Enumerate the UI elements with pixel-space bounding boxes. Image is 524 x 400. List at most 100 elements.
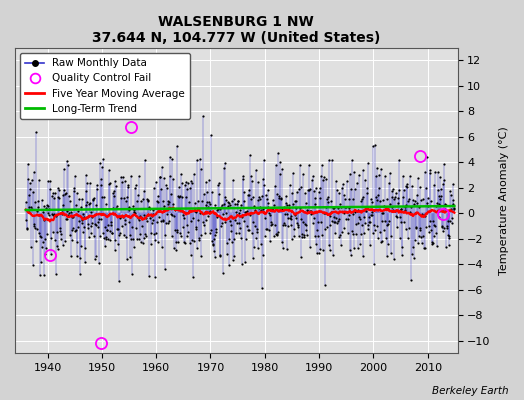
- Point: [241, 259, 249, 265]
- Point: [412, 224, 421, 230]
- Point: [213, 207, 222, 213]
- Point: [368, 212, 376, 218]
- Point: [68, 227, 76, 234]
- Point: [121, 178, 129, 184]
- Point: [94, 223, 103, 230]
- Point: [34, 198, 42, 204]
- Point: [385, 218, 394, 224]
- Point: [55, 187, 63, 193]
- Point: [292, 215, 301, 222]
- Point: [361, 176, 369, 183]
- Point: [235, 230, 244, 236]
- Point: [283, 223, 292, 230]
- Point: [336, 242, 345, 248]
- Point: [56, 228, 64, 234]
- Point: [86, 200, 94, 207]
- Point: [257, 241, 265, 248]
- Point: [353, 208, 362, 214]
- Point: [127, 236, 135, 242]
- Point: [54, 185, 62, 191]
- Point: [124, 181, 133, 188]
- Point: [345, 205, 353, 212]
- Point: [423, 203, 432, 209]
- Point: [333, 220, 341, 226]
- Point: [254, 179, 262, 185]
- Point: [179, 224, 187, 230]
- Point: [413, 192, 421, 199]
- Point: [341, 196, 349, 202]
- Point: [376, 229, 384, 235]
- Point: [89, 196, 97, 202]
- Point: [280, 204, 288, 210]
- Point: [282, 246, 291, 253]
- Point: [74, 223, 82, 230]
- Point: [122, 234, 130, 241]
- Point: [380, 202, 388, 209]
- Point: [51, 236, 59, 243]
- Point: [145, 273, 153, 279]
- Point: [381, 235, 390, 242]
- Point: [126, 254, 135, 260]
- Point: [183, 233, 192, 239]
- Point: [413, 200, 421, 206]
- Point: [275, 192, 283, 199]
- Point: [118, 179, 126, 185]
- Point: [244, 192, 252, 198]
- Point: [364, 160, 372, 167]
- Point: [277, 196, 285, 202]
- Point: [389, 256, 398, 262]
- Point: [201, 230, 209, 237]
- Point: [343, 209, 351, 215]
- Point: [441, 200, 449, 207]
- Point: [276, 170, 284, 177]
- Point: [214, 180, 223, 186]
- Point: [356, 198, 365, 204]
- Point: [283, 211, 291, 218]
- Point: [330, 219, 339, 226]
- Point: [46, 186, 54, 192]
- Point: [440, 161, 448, 167]
- Point: [53, 246, 62, 252]
- Point: [121, 221, 129, 228]
- Point: [377, 239, 385, 245]
- Point: [361, 220, 369, 226]
- Point: [263, 196, 271, 202]
- Point: [439, 228, 447, 234]
- Point: [51, 213, 60, 219]
- Legend: Raw Monthly Data, Quality Control Fail, Five Year Moving Average, Long-Term Tren: Raw Monthly Data, Quality Control Fail, …: [20, 53, 190, 119]
- Point: [75, 255, 84, 262]
- Point: [266, 211, 274, 218]
- Point: [378, 238, 386, 244]
- Point: [323, 224, 331, 230]
- Point: [227, 198, 236, 204]
- Point: [108, 190, 117, 196]
- Point: [202, 201, 211, 208]
- Point: [300, 189, 309, 196]
- Point: [178, 194, 187, 200]
- Point: [226, 202, 235, 208]
- Point: [132, 225, 140, 231]
- Point: [210, 236, 218, 242]
- Point: [265, 210, 273, 216]
- Point: [233, 201, 242, 207]
- Point: [429, 182, 438, 188]
- Point: [134, 192, 143, 198]
- Point: [27, 204, 36, 211]
- Point: [187, 218, 195, 224]
- Point: [366, 219, 374, 225]
- Point: [35, 211, 43, 218]
- Point: [92, 222, 101, 229]
- Point: [53, 243, 61, 250]
- Point: [237, 202, 245, 208]
- Point: [436, 186, 445, 192]
- Point: [250, 203, 258, 209]
- Point: [377, 210, 386, 216]
- Point: [333, 187, 342, 193]
- Point: [240, 218, 248, 224]
- Point: [294, 223, 302, 230]
- Point: [261, 233, 269, 240]
- Point: [48, 192, 56, 199]
- Point: [226, 218, 234, 224]
- Point: [312, 185, 321, 191]
- Point: [137, 198, 145, 204]
